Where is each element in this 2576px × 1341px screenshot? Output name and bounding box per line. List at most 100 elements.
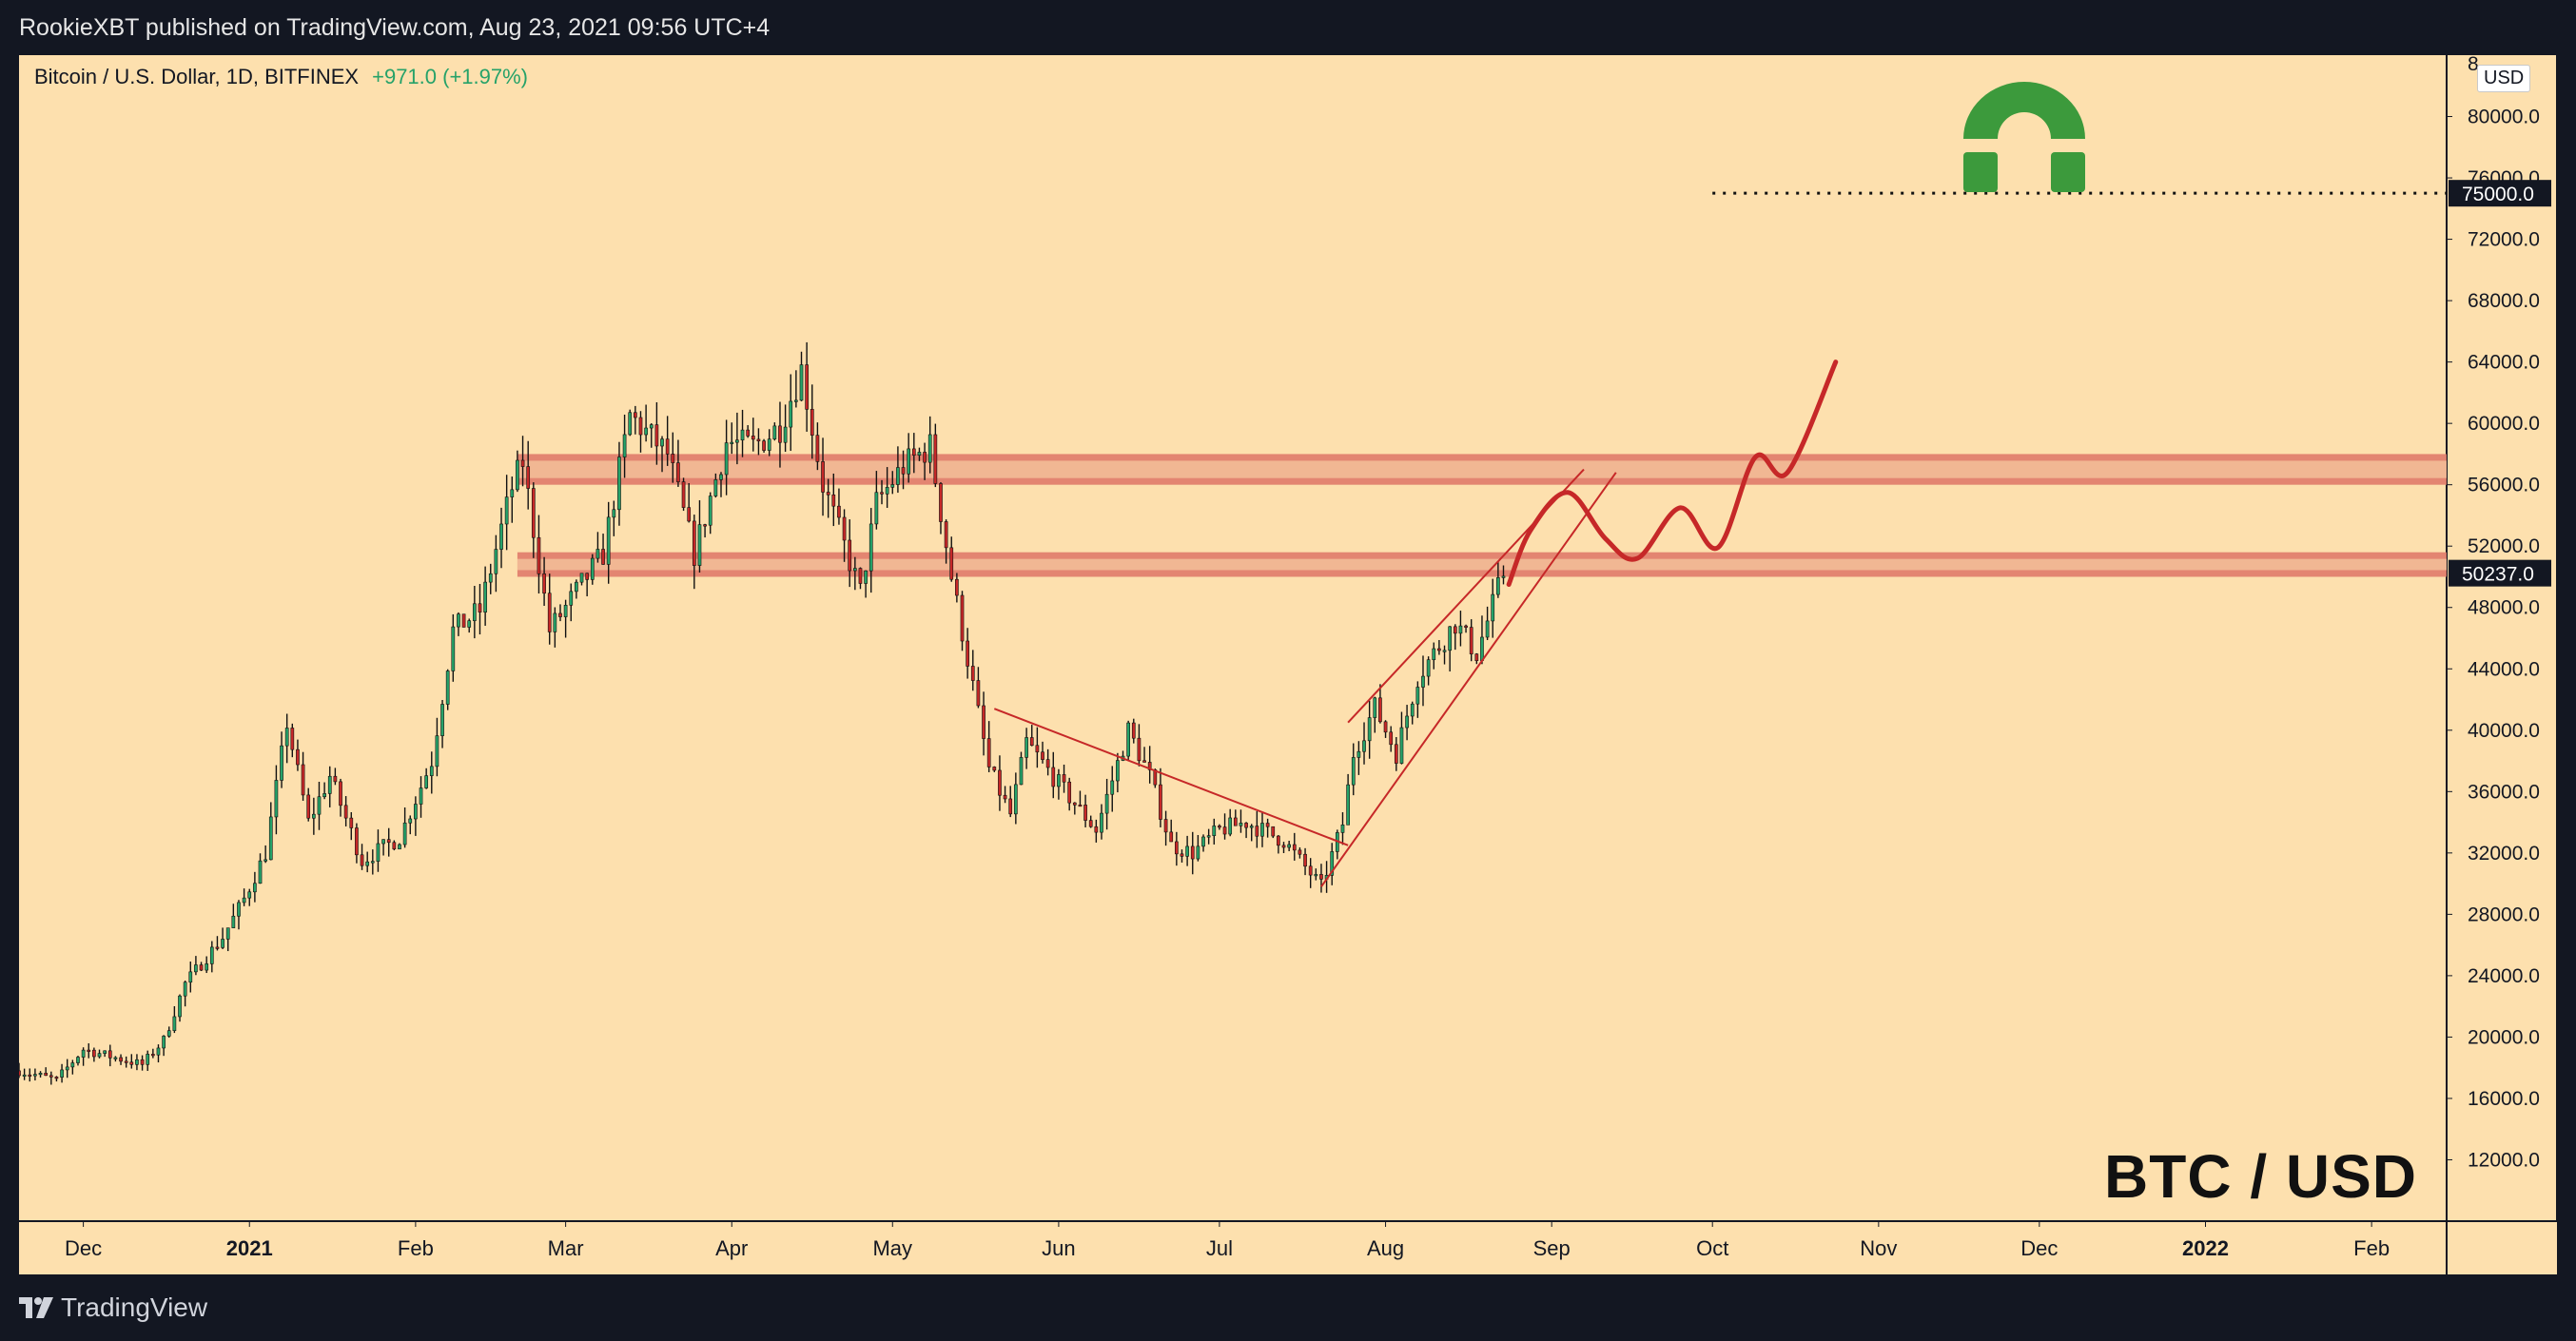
- candle: [473, 603, 477, 621]
- candle: [697, 524, 702, 566]
- candle: [1041, 751, 1044, 760]
- y-tick-label: 12000.0: [2468, 1149, 2540, 1171]
- candle: [1394, 744, 1398, 764]
- x-tick-label: Mar: [548, 1236, 584, 1260]
- candle: [1437, 648, 1441, 651]
- candle: [1201, 836, 1205, 847]
- candle: [1104, 793, 1109, 814]
- candle: [237, 902, 241, 917]
- chart-frame[interactable]: 12000.0 16000.0 20000.0 24000.0 28000.0 32000…: [19, 55, 2557, 1274]
- candle: [644, 427, 648, 436]
- candle: [1351, 757, 1356, 786]
- plot-area[interactable]: [19, 55, 2447, 1221]
- candle: [424, 775, 428, 788]
- y-tick-label: 24000.0: [2468, 965, 2540, 987]
- candle: [746, 429, 751, 437]
- candle: [1378, 697, 1382, 723]
- candle: [617, 457, 621, 511]
- candle: [778, 425, 782, 443]
- candle: [242, 897, 246, 904]
- candle: [483, 581, 487, 612]
- candle: [54, 1077, 59, 1079]
- candle: [868, 523, 873, 572]
- candle: [901, 467, 906, 475]
- candle: [19, 1070, 21, 1077]
- candle: [1003, 794, 1007, 800]
- y-tick-label: 72000.0: [2468, 229, 2540, 251]
- candle: [1196, 845, 1200, 860]
- channel-lower-line: [1320, 472, 1617, 887]
- publisher-bar: RookieXBT published on TradingView.com, …: [0, 0, 2576, 55]
- time-axis[interactable]: [19, 1221, 2557, 1274]
- candle: [1485, 620, 1490, 638]
- candle: [911, 448, 916, 456]
- candle: [129, 1061, 134, 1065]
- candle: [1432, 648, 1436, 661]
- candle: [1298, 849, 1302, 855]
- x-tick-label: Apr: [715, 1236, 748, 1260]
- candle: [209, 946, 214, 964]
- candle: [622, 434, 627, 457]
- candle: [724, 442, 729, 476]
- candle: [986, 738, 991, 768]
- candle: [327, 775, 332, 794]
- price-chart[interactable]: 12000.0 16000.0 20000.0 24000.0 28000.0 32000…: [19, 55, 2557, 1274]
- candle: [461, 613, 466, 628]
- candle: [1100, 812, 1103, 833]
- candle: [172, 1016, 177, 1031]
- candle: [1212, 826, 1217, 836]
- candle: [44, 1073, 49, 1077]
- candle: [1094, 826, 1099, 833]
- sr-zone-inner-2: [517, 558, 2447, 571]
- candle: [585, 573, 590, 580]
- candle: [1239, 823, 1243, 826]
- candle: [563, 605, 568, 617]
- chart-watermark: BTC / USD: [2104, 1142, 2417, 1211]
- last-price-label-bg: [2449, 559, 2551, 587]
- candle: [970, 666, 975, 681]
- candle: [590, 557, 595, 580]
- candle: [547, 593, 552, 632]
- footer-bar: TradingView: [0, 1274, 2576, 1341]
- candle: [445, 670, 450, 705]
- candle: [927, 434, 932, 463]
- candle: [392, 842, 397, 850]
- candle: [606, 516, 611, 565]
- candle: [301, 764, 305, 796]
- candle: [1281, 845, 1286, 848]
- price-axis[interactable]: [2447, 55, 2556, 1221]
- x-tick-label: Dec: [2020, 1236, 2058, 1260]
- candle: [1491, 593, 1495, 622]
- candle: [355, 827, 359, 856]
- candle: [311, 813, 316, 819]
- candle: [1147, 762, 1152, 770]
- symbol-label: Bitcoin / U.S. Dollar, 1D, BITFINEX: [34, 65, 360, 88]
- candle: [103, 1050, 107, 1054]
- candle: [1035, 745, 1040, 753]
- candle: [982, 705, 986, 739]
- tradingview-logo[interactable]: TradingView: [19, 1292, 207, 1323]
- candle: [317, 796, 322, 815]
- candle: [730, 441, 734, 444]
- candle: [558, 612, 562, 617]
- candle: [1025, 737, 1028, 758]
- candle: [923, 452, 927, 463]
- candle: [370, 861, 375, 864]
- candle: [140, 1059, 145, 1065]
- candle: [880, 492, 884, 495]
- candle: [708, 496, 712, 526]
- candle: [1163, 819, 1168, 833]
- candle: [767, 438, 771, 451]
- candle: [1008, 798, 1013, 815]
- candle: [478, 603, 482, 612]
- y-tick-label: 40000.0: [2468, 720, 2540, 742]
- currency-button[interactable]: USD: [2477, 65, 2531, 92]
- projection-path: [1506, 360, 1839, 588]
- candle: [1410, 703, 1415, 717]
- candle: [842, 516, 847, 541]
- x-tick-label: Aug: [1367, 1236, 1404, 1260]
- y-tick-label: 68000.0: [2468, 290, 2540, 312]
- target-price-label-bg: [2449, 180, 2551, 207]
- candle: [402, 822, 407, 845]
- y-tick-label: 52000.0: [2468, 535, 2540, 557]
